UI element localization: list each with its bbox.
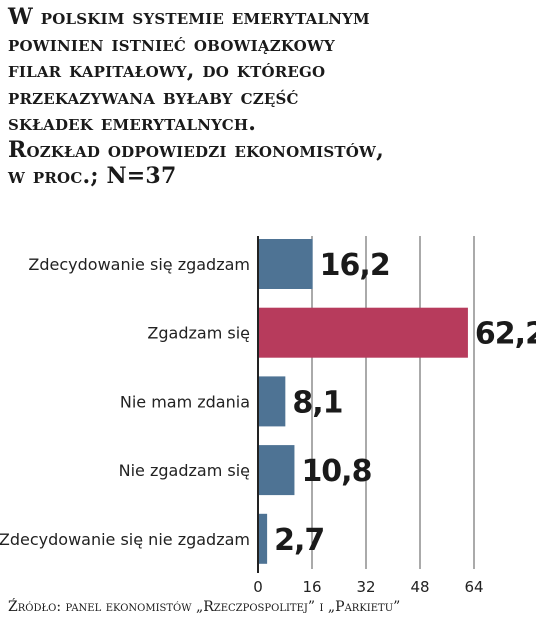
title-line: Rozkład odpowiedzi ekonomistów,	[8, 136, 384, 163]
x-tick-label: 0	[253, 578, 263, 596]
category-label: Zdecydowanie się zgadzam	[28, 255, 250, 274]
category-label: Nie mam zdania	[120, 392, 250, 411]
bar-layer	[258, 239, 468, 564]
value-label: 62,2	[475, 317, 536, 352]
value-label: 8,1	[292, 385, 342, 420]
title-line: W polskim systemie emerytalnym	[8, 4, 370, 30]
category-label: Zgadzam się	[147, 324, 250, 343]
chart-title: W polskim systemie emerytalnym powinien …	[8, 4, 530, 190]
x-tick-label: 32	[356, 578, 375, 596]
value-label: 2,7	[274, 523, 324, 558]
bar	[258, 307, 468, 358]
source-note: Źródło: panel ekonomistów „Rzeczpospolit…	[8, 599, 401, 615]
title-line: powinien istnieć obowiązkowy	[8, 30, 335, 57]
x-tick-label: 48	[410, 578, 429, 596]
x-tick-label: 16	[302, 578, 321, 596]
value-label: 16,2	[320, 248, 390, 283]
title-line: przekazywana byłaby część	[8, 83, 299, 110]
label-layer: Zdecydowanie się zgadzam 16,2 Zgadzam się 6…	[0, 248, 536, 558]
value-label: 10,8	[301, 454, 371, 489]
bar	[258, 513, 268, 564]
bar	[258, 239, 313, 289]
x-tick-label: 64	[464, 578, 483, 596]
category-label: Nie zgadzam się	[119, 461, 250, 480]
bar	[258, 376, 286, 427]
title-line: filar kapitałowy, do którego	[8, 57, 326, 83]
axis-layer: 0 16 32 48 64	[253, 236, 484, 596]
bar	[258, 445, 295, 496]
title-line: w proc.; N=37	[8, 163, 177, 189]
title-line: składek emerytalnych.	[8, 110, 257, 136]
category-label: Zdecydowanie się nie zgadzam	[0, 530, 250, 549]
grid-layer	[311, 236, 475, 569]
